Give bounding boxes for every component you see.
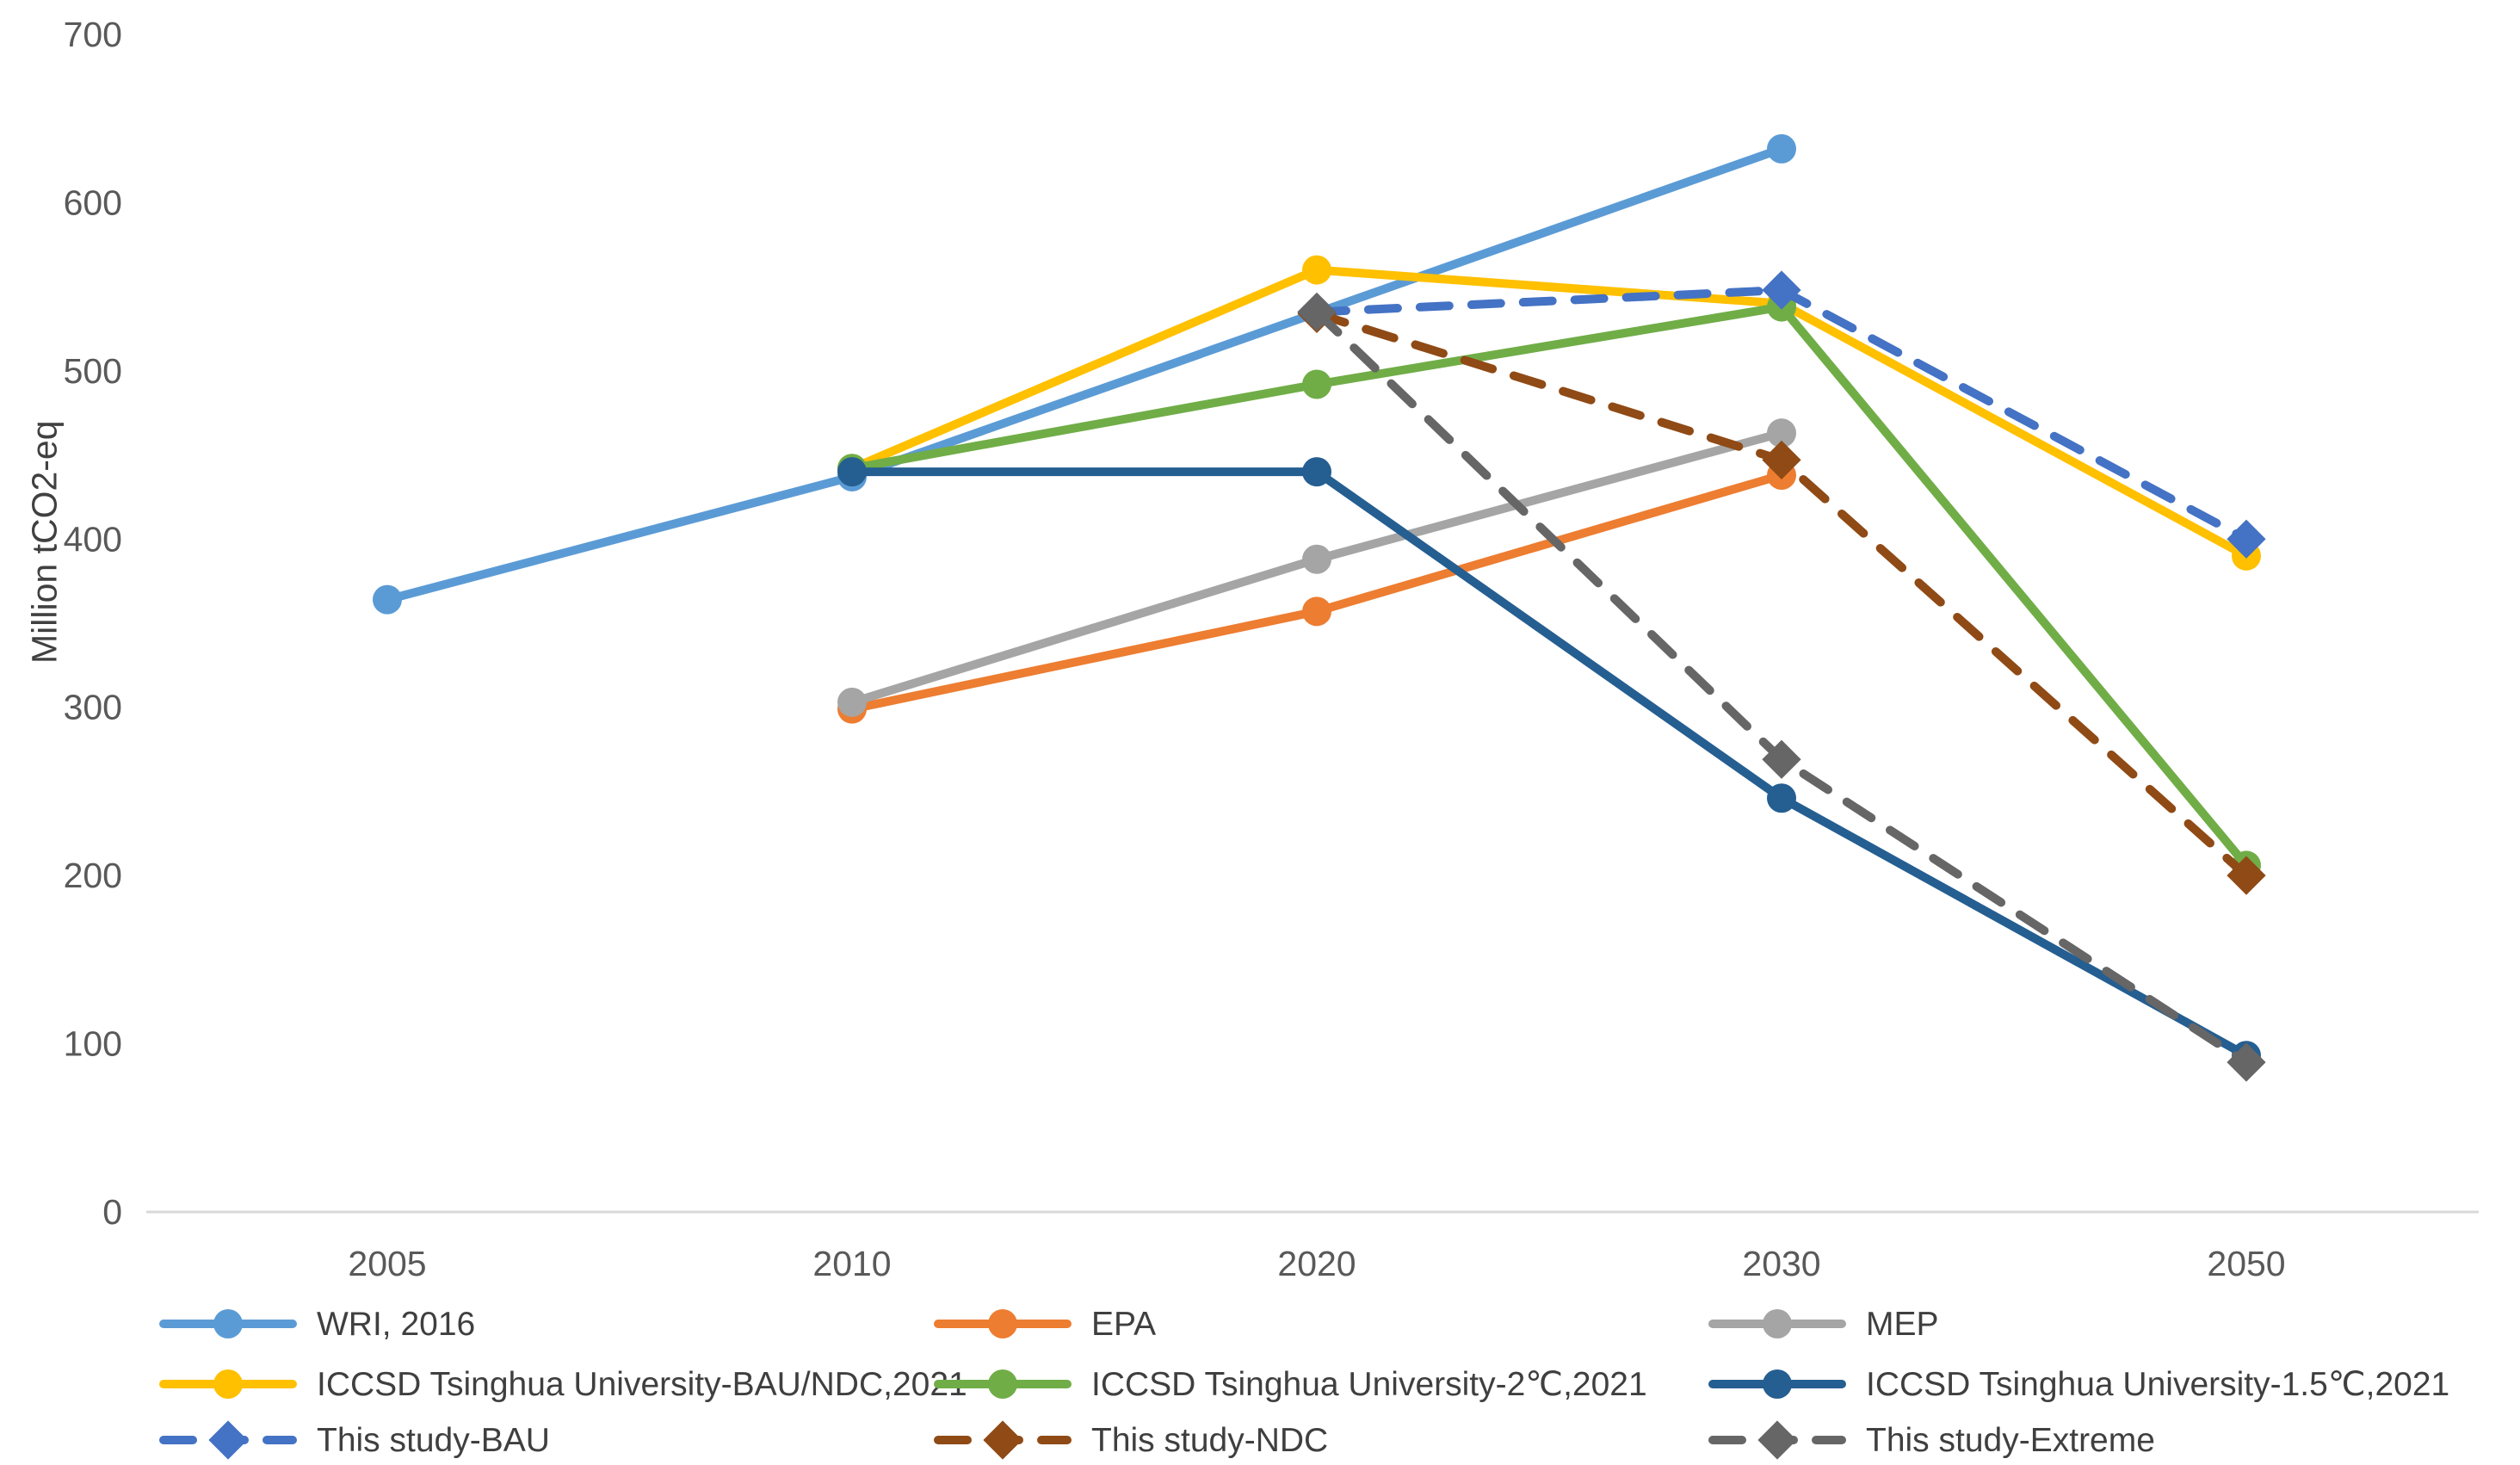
legend-marker — [983, 1420, 1022, 1460]
series-line — [848, 467, 2251, 1060]
legend-label: This study-NDC — [1091, 1422, 1328, 1459]
legend-label: This study-Extreme — [1866, 1422, 2155, 1459]
data-point-marker — [1767, 418, 1796, 448]
y-tick-label: 0 — [102, 1192, 122, 1232]
data-point-marker — [1302, 597, 1331, 627]
data-point-marker — [2227, 519, 2266, 559]
y-tick-label: 100 — [64, 1024, 122, 1064]
legend-item-this-study-extreme: This study-Extreme — [1708, 1420, 2155, 1460]
legend-item-iccsd-tsinghua-university-bau-ndc-2021: ICCSD Tsinghua University-BAU/NDC,2021 — [159, 1366, 967, 1403]
legend-marker — [213, 1369, 243, 1399]
legend-label: This study-BAU — [317, 1422, 550, 1459]
legend-marker — [1763, 1309, 1792, 1338]
data-point-marker — [1762, 739, 1801, 779]
legend-label: ICCSD Tsinghua University-BAU/NDC,2021 — [317, 1366, 967, 1403]
y-tick-label: 600 — [64, 182, 122, 222]
data-point-marker — [2227, 856, 2266, 895]
y-tick-label: 200 — [64, 856, 122, 895]
series-line — [848, 302, 2251, 870]
series-wri-2016 — [373, 133, 1796, 615]
data-point-marker — [2227, 1042, 2266, 1082]
data-point-marker — [1302, 544, 1331, 574]
legend-label: MEP — [1866, 1306, 1939, 1343]
legend-marker — [213, 1309, 243, 1338]
series-line — [848, 471, 1786, 714]
legend-item-wri-2016: WRI, 2016 — [159, 1306, 475, 1343]
legend-item-this-study-ndc: This study-NDC — [934, 1420, 1328, 1460]
data-point-marker — [1767, 133, 1796, 164]
legend-item-this-study-bau: This study-BAU — [159, 1420, 550, 1460]
legend-marker — [988, 1369, 1017, 1399]
y-tick-label: 500 — [64, 351, 122, 391]
x-tick-label: 2010 — [812, 1244, 891, 1283]
series-iccsd-tsinghua-university-1-5-2021 — [837, 457, 2261, 1071]
data-point-marker — [1762, 440, 1801, 480]
legend-marker — [1757, 1420, 1797, 1460]
legend-label: ICCSD Tsinghua University-2℃,2021 — [1091, 1366, 1647, 1403]
series-this-study-extreme — [1297, 292, 2266, 1082]
legend-label: WRI, 2016 — [317, 1306, 475, 1343]
legend-item-mep: MEP — [1708, 1306, 1939, 1343]
series-mep — [837, 418, 1796, 717]
data-point-marker — [373, 584, 402, 615]
legend-marker — [988, 1309, 1017, 1338]
data-point-marker — [1302, 255, 1331, 285]
legend-item-iccsd-tsinghua-university-2-2021: ICCSD Tsinghua University-2℃,2021 — [934, 1366, 1647, 1403]
series-epa — [837, 461, 1796, 724]
series-line — [1312, 286, 2251, 544]
y-tick-label: 400 — [64, 519, 122, 559]
legend-marker — [1763, 1369, 1792, 1399]
data-point-marker — [1302, 457, 1331, 487]
data-point-marker — [1767, 783, 1796, 813]
y-tick-label: 700 — [64, 15, 122, 54]
legend-marker — [208, 1420, 248, 1460]
legend-item-iccsd-tsinghua-university-1-5-2021: ICCSD Tsinghua University-1.5℃,2021 — [1708, 1366, 2449, 1403]
y-tick-label: 300 — [64, 688, 122, 727]
data-point-marker — [1302, 369, 1331, 399]
data-point-marker — [837, 457, 867, 487]
data-point-marker — [837, 687, 867, 717]
x-tick-label: 2020 — [1277, 1244, 1356, 1283]
series-line — [848, 265, 2251, 560]
legend-label: EPA — [1091, 1306, 1156, 1343]
legend-label: ICCSD Tsinghua University-1.5℃,2021 — [1866, 1366, 2449, 1403]
x-tick-label: 2005 — [348, 1244, 426, 1283]
x-tick-label: 2030 — [1742, 1244, 1820, 1283]
legend-item-epa: EPA — [934, 1306, 1156, 1343]
x-tick-label: 2050 — [2207, 1244, 2285, 1283]
